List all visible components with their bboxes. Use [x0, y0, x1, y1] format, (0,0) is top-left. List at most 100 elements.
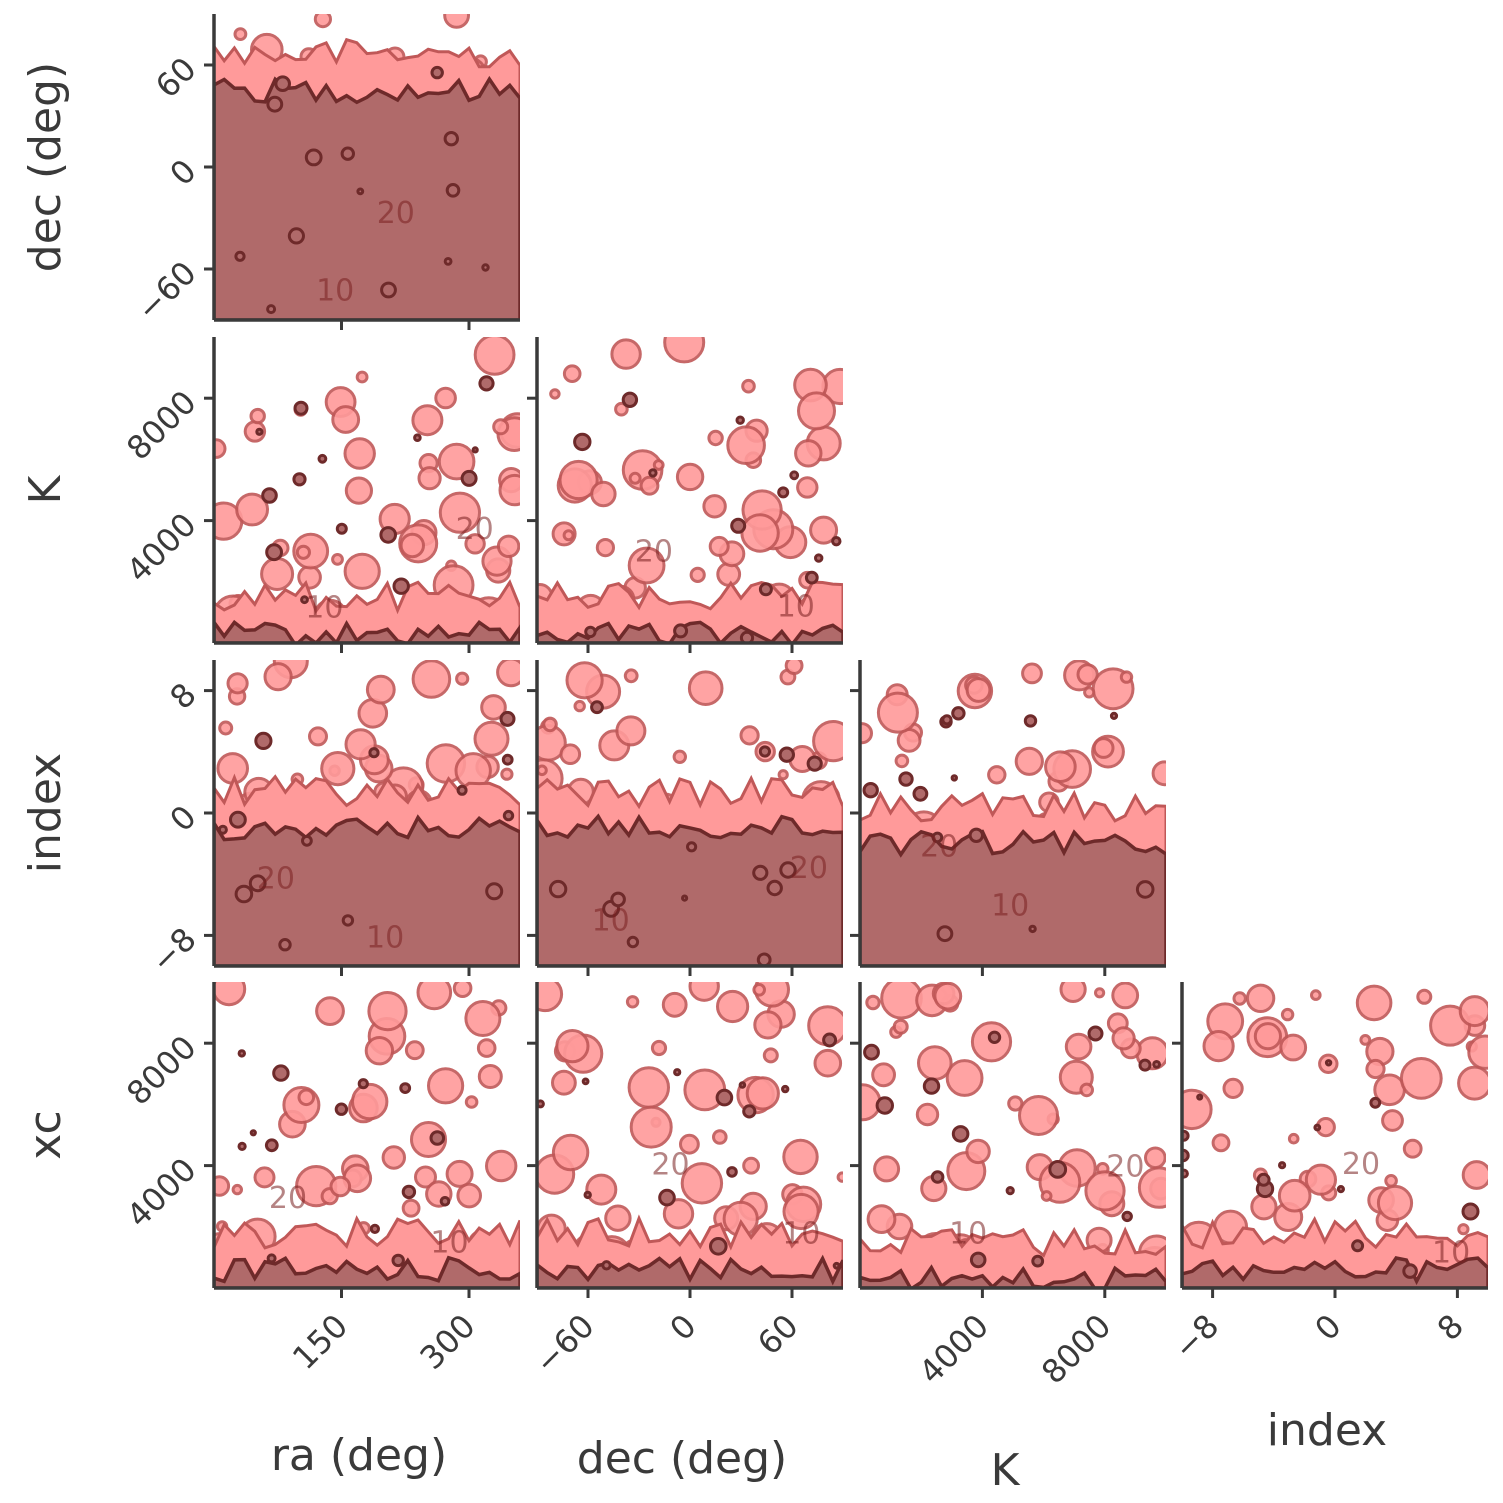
contour-outer-blob [745, 1076, 780, 1111]
contour-outer-blob [1211, 1133, 1231, 1153]
panel-dec-K: 10 20 [527, 337, 843, 653]
contour-outer-blob [1304, 1163, 1338, 1196]
contour-outer-blob [629, 1105, 673, 1149]
contour-outer-blob [331, 553, 344, 566]
contour-inner-blob [1196, 1093, 1204, 1101]
contour-inner-blob [1031, 1254, 1045, 1268]
contour-level-label: 10 [316, 273, 354, 308]
y-tick-label: 0 [162, 152, 203, 193]
contour-outer-blob [650, 1039, 668, 1057]
contour-outer-blob [344, 476, 373, 505]
y-axis-title: index [20, 753, 71, 873]
contour-outer-blob [1084, 1170, 1126, 1212]
contour-outer-blob [473, 720, 510, 757]
contour-inner-region [860, 1264, 1166, 1288]
contour-inner-region [1182, 1256, 1488, 1288]
contour-outer-blob [712, 1129, 728, 1145]
contour-inner-blob [941, 714, 953, 726]
contour-outer-blob [689, 566, 706, 584]
contour-inner-blob [806, 755, 823, 772]
contour-inner-region [214, 619, 520, 643]
contour-outer-blob [965, 1138, 991, 1165]
contour-level-label: 10 [592, 904, 630, 939]
contour-outer-blob [672, 749, 687, 764]
contour-outer-blob [214, 982, 247, 1007]
contour-outer-blob [1365, 1058, 1386, 1080]
contour-inner-blob [898, 771, 914, 787]
x-tick-label: 300 [413, 1307, 483, 1377]
contour-inner-blob [573, 432, 592, 452]
contour-outer-blob [987, 765, 1007, 785]
contour-outer-blob [1014, 746, 1044, 776]
contour-outer-region [214, 579, 520, 643]
x-tick-label: 8000 [1034, 1307, 1118, 1391]
contour-outer-blob [480, 694, 507, 721]
contour-inner-blob [481, 263, 490, 272]
contour-inner-blob [590, 700, 604, 715]
contour-outer-blob [498, 473, 520, 507]
contour-inner-blob [1336, 1185, 1346, 1194]
y-tick-label: −60 [129, 254, 204, 329]
contour-outer-blob [295, 544, 311, 560]
contour-outer-blob [652, 459, 665, 471]
contour-outer-blob [404, 1040, 425, 1061]
contour-outer-blob [297, 565, 322, 590]
contour-outer-blob [364, 1036, 395, 1066]
contour-outer-blob [456, 1182, 483, 1209]
contour-inner-blob [399, 1082, 412, 1094]
contour-outer-blob [214, 1175, 231, 1197]
contour-level-label: 10 [1432, 1236, 1470, 1271]
contour-inner-blob [715, 1088, 734, 1107]
contour-level-label: 20 [269, 1181, 307, 1216]
contour-outer-blob [297, 1088, 316, 1107]
contour-inner-blob [930, 1170, 945, 1184]
contour-level-label: 10 [305, 591, 343, 626]
contour-outer-blob [443, 14, 470, 29]
contour-outer-blob [565, 661, 604, 700]
contour-inner-blob [391, 1253, 405, 1268]
contour-outer-blob [809, 515, 839, 545]
contour-outer-blob [1384, 1174, 1398, 1188]
contour-inner-blob [789, 470, 800, 481]
contour-outer-blob [365, 674, 396, 705]
contour-inner-blob [626, 935, 640, 949]
contour-outer-blob [1359, 1034, 1372, 1046]
contour-inner-blob [987, 1030, 1002, 1045]
contour-inner-blob [234, 884, 254, 904]
contour-outer-blob [562, 364, 582, 384]
contour-outer-blob [663, 337, 706, 364]
contour-inner-blob [1138, 1058, 1152, 1072]
contour-outer-blob [549, 388, 561, 400]
contour-outer-blob [784, 660, 804, 675]
contour-inner-blob [1351, 1239, 1365, 1253]
contour-inner-blob [471, 446, 479, 454]
contour-inner-blob [237, 1049, 247, 1058]
contour-inner-blob [1023, 714, 1038, 728]
y-tick-label: 0 [162, 798, 203, 839]
contour-outer-blob [1182, 1088, 1213, 1131]
contour-inner-blob [681, 894, 689, 902]
contour-inner-blob [648, 468, 658, 478]
panel-index-xc: 10 20 −8 0 8 [1166, 982, 1488, 1367]
x-tick-label: 4000 [912, 1307, 996, 1391]
contour-outer-blob [661, 991, 688, 1018]
contour-inner-blob [304, 148, 323, 167]
contour-outer-blob [741, 378, 756, 394]
contour-inner-blob [413, 433, 422, 443]
contour-outer-blob [726, 425, 766, 466]
contour-outer-blob [500, 767, 514, 781]
contour-outer-blob [551, 1069, 577, 1096]
contour-inner-blob [822, 1032, 838, 1048]
contour-inner-blob [249, 1129, 257, 1137]
contour-inner-blob [443, 131, 459, 147]
contour-outer-blob [427, 1067, 465, 1105]
contour-outer-blob [496, 534, 520, 558]
contour-outer-blob [1402, 1138, 1423, 1159]
contour-outer-blob [401, 1198, 421, 1218]
contour-outer-blob [214, 438, 227, 459]
contour-inner-blob [439, 1196, 451, 1207]
contour-inner-blob [777, 486, 790, 499]
contour-inner-blob [610, 891, 626, 908]
contour-inner-blob [969, 1251, 987, 1269]
